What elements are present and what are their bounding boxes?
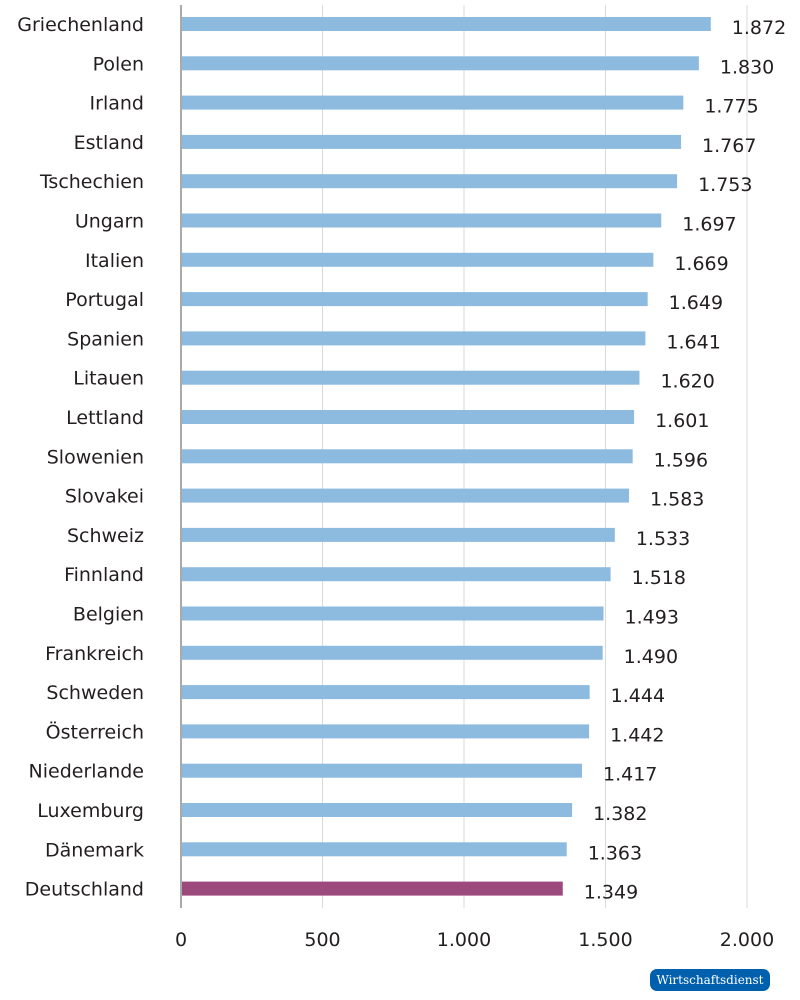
category-label: Estland: [74, 132, 144, 154]
bar: [182, 370, 640, 385]
x-tick-label: 1.500: [578, 929, 632, 951]
value-label: 1.442: [610, 724, 664, 746]
bar: [182, 881, 563, 896]
bar: [182, 17, 711, 31]
bar: [182, 95, 684, 110]
value-label: 1.830: [720, 56, 774, 78]
value-label: 1.363: [588, 842, 642, 864]
wirtschaftsdienst-logo: Wirtschaftsdienst: [650, 969, 770, 991]
bar: [182, 724, 590, 739]
value-label: 1.596: [654, 449, 708, 471]
category-label: Slowenien: [47, 446, 144, 468]
bar: [182, 842, 567, 857]
value-label: 1.872: [732, 17, 786, 39]
category-label: Tschechien: [39, 171, 144, 193]
bar: [182, 252, 654, 267]
category-label: Ungarn: [75, 211, 144, 233]
category-label: Dänemark: [45, 839, 144, 861]
value-label: 1.620: [660, 371, 714, 393]
category-label: Italien: [85, 250, 144, 272]
x-tick-label: 0: [175, 929, 187, 951]
category-label: Schweiz: [67, 525, 144, 547]
bar: [182, 763, 583, 778]
category-label: Portugal: [65, 289, 144, 311]
value-label: 1.583: [650, 489, 704, 511]
bar: [182, 527, 615, 542]
value-label: 1.775: [704, 96, 758, 118]
value-label: 1.649: [669, 292, 723, 314]
category-label: Niederlande: [29, 761, 144, 783]
value-label: 1.493: [625, 607, 679, 629]
bar: [182, 56, 699, 71]
x-tick-label: 1.000: [437, 929, 491, 951]
category-label: Griechenland: [17, 14, 144, 36]
value-label: 1.767: [702, 135, 756, 157]
bar: [182, 685, 590, 700]
x-tick-label: 500: [304, 929, 340, 951]
value-label: 1.444: [611, 685, 665, 707]
bar: [182, 213, 662, 228]
category-label: Deutschland: [25, 879, 144, 901]
category-label: Irland: [90, 93, 144, 115]
bar: [182, 449, 633, 464]
value-label: 1.382: [593, 803, 647, 825]
value-label: 1.753: [698, 174, 752, 196]
bar: [182, 567, 611, 582]
bar: [182, 645, 603, 660]
value-label: 1.641: [666, 331, 720, 353]
category-label: Spanien: [67, 328, 144, 350]
category-label: Lettland: [66, 407, 144, 429]
value-label: 1.669: [674, 253, 728, 275]
category-label: Belgien: [73, 604, 144, 626]
x-tick-label: 2.000: [720, 929, 774, 951]
category-label: Litauen: [73, 368, 144, 390]
category-label: Slovakei: [65, 486, 144, 508]
bar: [182, 606, 604, 621]
value-label: 1.533: [636, 528, 690, 550]
bar: [182, 410, 635, 424]
category-label: Polen: [93, 53, 144, 75]
bar: [182, 331, 646, 346]
category-label: Finnland: [64, 564, 144, 586]
bar: [182, 488, 629, 503]
bar: [182, 174, 678, 189]
value-label: 1.697: [682, 214, 736, 236]
bar: [182, 803, 573, 817]
value-label: 1.601: [655, 410, 709, 432]
category-label: Luxemburg: [37, 800, 144, 822]
category-label: Frankreich: [45, 643, 144, 665]
value-label: 1.518: [632, 567, 686, 589]
bar: [182, 292, 648, 307]
value-label: 1.490: [624, 646, 678, 668]
value-label: 1.349: [584, 882, 638, 904]
category-label: Schweden: [46, 682, 144, 704]
value-label: 1.417: [603, 764, 657, 786]
category-label: Österreich: [46, 720, 144, 743]
bar: [182, 134, 682, 149]
